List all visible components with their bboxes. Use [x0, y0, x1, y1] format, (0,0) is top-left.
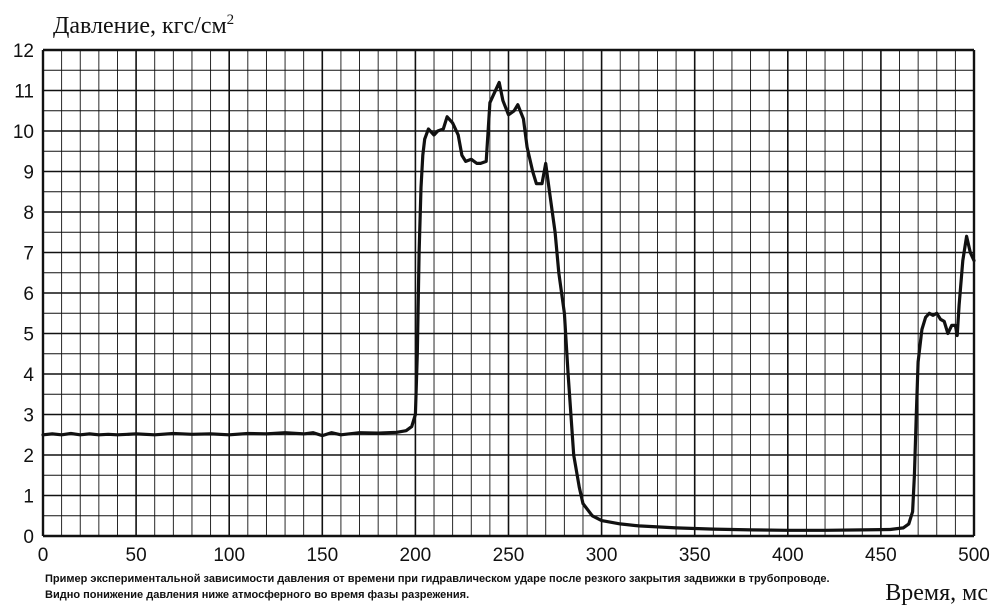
y-axis-title: Давление, кгс/см2: [53, 12, 234, 39]
y-tick-label: 6: [23, 284, 34, 305]
x-axis-title: Время, мс: [885, 580, 988, 606]
x-tick-labels: 0 50 100 150 200 250 300 350 400 450 500: [38, 545, 990, 566]
x-tick-label: 450: [865, 545, 897, 566]
caption-line-2: Видно понижение давления ниже атмосферно…: [45, 589, 469, 601]
x-tick-label: 500: [958, 545, 990, 566]
x-tick-label: 350: [679, 545, 711, 566]
y-tick-label: 8: [23, 203, 34, 224]
y-tick-label: 3: [23, 406, 34, 427]
x-tick-label: 150: [306, 545, 338, 566]
y-axis-title-main: Давление, кгс/см: [53, 13, 227, 39]
x-tick-label: 400: [772, 545, 804, 566]
x-tick-label: 250: [493, 545, 525, 566]
pressure-series-line: [41, 80, 976, 532]
y-tick-label: 12: [13, 41, 34, 62]
x-tick-label: 0: [38, 545, 49, 566]
y-tick-label: 9: [23, 163, 34, 184]
x-tick-label: 50: [126, 545, 147, 566]
x-tick-label: 200: [400, 545, 432, 566]
y-tick-label: 7: [23, 244, 34, 265]
y-tick-label: 2: [23, 446, 34, 467]
y-tick-label: 4: [23, 365, 34, 386]
y-tick-label: 10: [13, 122, 34, 143]
y-tick-label: 1: [23, 487, 34, 508]
y-axis-title-superscript: 2: [227, 12, 235, 28]
x-tick-label: 100: [213, 545, 245, 566]
major-grid: [41, 48, 976, 538]
y-tick-label: 0: [23, 527, 34, 548]
y-tick-label: 11: [14, 82, 34, 103]
x-tick-label: 300: [586, 545, 618, 566]
caption-line-1: Пример экспериментальной зависимости дав…: [45, 573, 830, 585]
y-tick-label: 5: [23, 325, 34, 346]
